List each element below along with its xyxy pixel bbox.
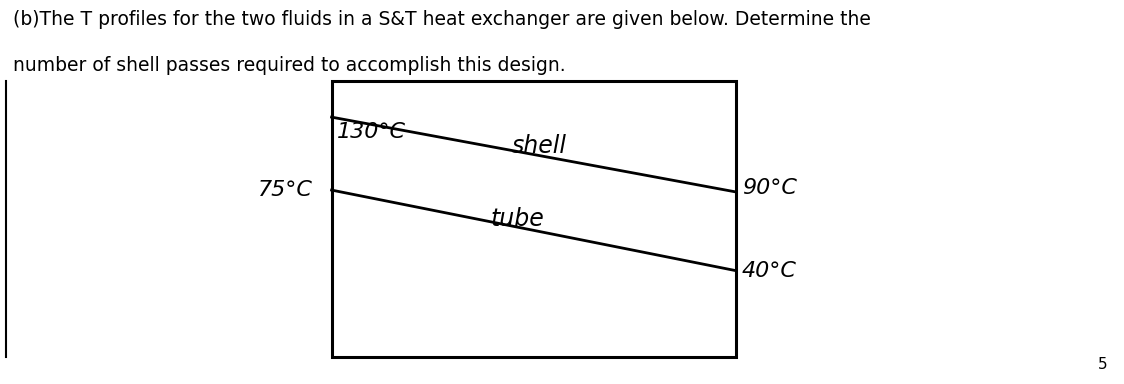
Text: 90°C: 90°C bbox=[742, 178, 797, 198]
Text: tube: tube bbox=[490, 207, 544, 231]
Bar bbox=[332, 81, 736, 357]
Text: 5: 5 bbox=[1097, 358, 1107, 372]
Text: 130°C: 130°C bbox=[337, 122, 406, 142]
Text: (b)The T profiles for the two fluids in a S&T heat exchanger are given below. De: (b)The T profiles for the two fluids in … bbox=[13, 10, 871, 28]
Text: number of shell passes required to accomplish this design.: number of shell passes required to accom… bbox=[13, 56, 566, 74]
Text: 40°C: 40°C bbox=[742, 261, 797, 281]
Text: shell: shell bbox=[513, 134, 566, 158]
Text: 75°C: 75°C bbox=[257, 180, 312, 200]
